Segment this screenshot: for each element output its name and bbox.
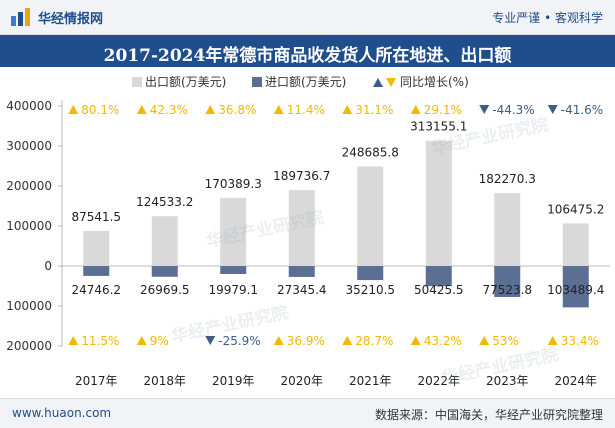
export-value-label: 182270.3	[479, 172, 536, 186]
import-bar	[494, 266, 521, 298]
import-growth-label: 9%	[150, 334, 169, 348]
export-value-label: 124533.2	[136, 195, 193, 209]
legend-marker-down-icon	[386, 78, 396, 87]
import-value-label: 19979.1	[208, 283, 258, 297]
import-bar	[220, 266, 247, 274]
legend-label-import: 进口额(万美元)	[265, 75, 346, 89]
y-tick-label: 400000	[6, 99, 52, 113]
growth-up-icon	[342, 336, 353, 345]
footer: www.huaon.com 数据来源：中国海关，华经产业研究院整理	[0, 398, 615, 428]
import-bar	[357, 266, 384, 281]
brand-logo[interactable]: 华经情报网	[10, 7, 103, 27]
x-tick-label: 2018年	[143, 374, 186, 388]
import-value-label: 27345.4	[277, 283, 327, 297]
export-bar	[83, 230, 110, 266]
growth-up-icon	[410, 336, 421, 345]
growth-up-icon	[205, 105, 216, 114]
export-bar	[425, 140, 452, 266]
legend-marker-up-icon	[373, 78, 383, 87]
growth-up-icon	[68, 105, 79, 114]
growth-up-icon	[342, 105, 353, 114]
legend-swatch-import	[252, 77, 262, 87]
growth-up-icon	[68, 336, 79, 345]
import-value-label: 26969.5	[140, 283, 190, 297]
export-value-label: 106475.2	[547, 202, 604, 216]
export-bar	[357, 166, 384, 266]
y-tick-label: 100000	[6, 219, 52, 233]
data-source: 数据来源：中国海关，华经产业研究院整理	[374, 408, 603, 422]
legend-label-growth: 同比增长(%)	[400, 75, 469, 89]
import-bar	[151, 266, 178, 277]
import-growth-label: 28.7%	[355, 334, 393, 348]
export-value-label: 248685.8	[342, 146, 399, 160]
growth-down-icon	[547, 105, 558, 114]
export-value-label: 87541.5	[71, 210, 121, 224]
export-bar	[494, 193, 521, 266]
y-tick-label: 200000	[6, 179, 52, 193]
import-bar	[288, 266, 315, 277]
slogan: 专业严谨 • 客观科学	[492, 11, 603, 25]
y-tick-label: 0	[44, 259, 52, 273]
import-value-label: 24746.2	[71, 283, 121, 297]
export-growth-label: 29.1%	[424, 103, 462, 117]
x-tick-label: 2022年	[417, 374, 460, 388]
growth-down-icon	[205, 336, 216, 345]
export-growth-label: 31.1%	[355, 103, 393, 117]
import-growth-label: 36.9%	[287, 334, 325, 348]
export-value-label: 189736.7	[273, 169, 330, 183]
growth-up-icon	[410, 105, 421, 114]
export-growth-label: -41.6%	[561, 103, 603, 117]
growth-up-icon	[479, 336, 490, 345]
x-tick-label: 2023年	[486, 374, 529, 388]
x-tick-label: 2019年	[212, 374, 255, 388]
x-tick-label: 2020年	[280, 374, 323, 388]
export-growth-label: 36.8%	[218, 103, 256, 117]
x-tick-label: 2017年	[75, 374, 118, 388]
import-growth-label: 33.4%	[561, 334, 599, 348]
export-value-label: 313155.1	[410, 120, 467, 134]
website-link[interactable]: www.huaon.com	[12, 406, 112, 420]
x-tick-label: 2021年	[349, 374, 392, 388]
import-value-label: 103489.4	[547, 283, 604, 297]
growth-down-icon	[479, 105, 490, 114]
growth-up-icon	[136, 105, 147, 114]
legend-swatch-export	[132, 77, 142, 87]
import-bar	[425, 266, 452, 287]
import-value-label: 77523.8	[482, 283, 532, 297]
export-bar	[220, 197, 247, 266]
y-tick-label: 100000	[6, 299, 52, 313]
import-growth-label: 53%	[492, 334, 519, 348]
export-value-label: 170389.3	[205, 177, 262, 191]
y-tick-label: 200000	[6, 339, 52, 353]
logo-icon	[11, 8, 30, 26]
chart-area: 出口额(万美元) 进口额(万美元) 同比增长(%) 400000 300000 20000…	[6, 75, 610, 388]
import-growth-label: -25.9%	[218, 334, 260, 348]
import-value-label: 50425.5	[414, 283, 464, 297]
growth-up-icon	[273, 336, 284, 345]
top-bar: 华经情报网 专业严谨 • 客观科学	[0, 0, 615, 35]
import-growth-label: 11.5%	[81, 334, 119, 348]
export-growth-label: 80.1%	[81, 103, 119, 117]
growth-up-icon	[547, 336, 558, 345]
export-bar	[151, 216, 178, 266]
export-growth-label: 11.4%	[287, 103, 325, 117]
import-value-label: 35210.5	[345, 283, 395, 297]
import-bar	[83, 266, 110, 276]
export-growth-label: -44.3%	[492, 103, 534, 117]
chart-title: 2017-2024年常德市商品收发货人所在地进、出口额	[103, 46, 512, 66]
logo-text: 华经情报网	[38, 11, 104, 27]
import-growth-label: 43.2%	[424, 334, 462, 348]
growth-up-icon	[273, 105, 284, 114]
import-bar	[562, 266, 589, 308]
title-bar: 2017-2024年常德市商品收发货人所在地进、出口额	[0, 35, 615, 67]
export-growth-label: 42.3%	[150, 103, 188, 117]
export-bar	[562, 223, 589, 266]
y-tick-label: 300000	[6, 139, 52, 153]
export-bar	[288, 190, 315, 266]
x-tick-label: 2024年	[554, 374, 597, 388]
growth-up-icon	[136, 336, 147, 345]
legend-label-export: 出口额(万美元)	[145, 75, 226, 89]
